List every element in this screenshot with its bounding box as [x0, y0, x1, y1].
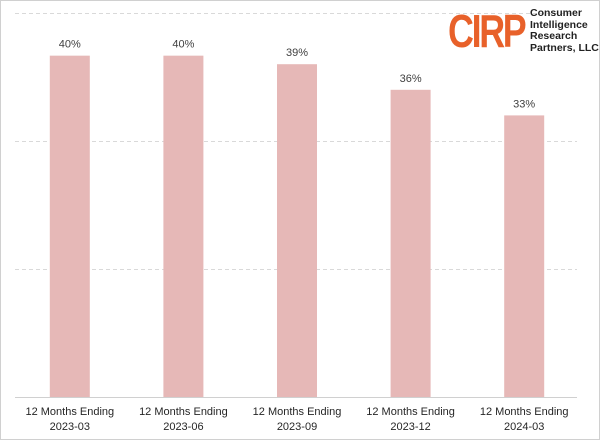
bar-4	[390, 89, 431, 398]
x-tick-label-4-line-2: 2023-12	[390, 421, 430, 433]
x-tick-label-5-line-2: 2024-03	[504, 421, 544, 433]
cirp-logo: CIRP Consumer Intelligence Research Part…	[448, 5, 599, 57]
logo-line-3: Research	[530, 30, 578, 42]
logo-text: Consumer Intelligence Research Partners,…	[530, 7, 599, 54]
bar-5	[504, 115, 545, 398]
bar-3	[277, 64, 317, 397]
x-tick-label-1-line-2: 2023-03	[50, 421, 90, 433]
x-tick-label-3-line-2: 2023-09	[277, 421, 317, 433]
x-tick-label-1-line-1: 12 Months Ending	[25, 406, 114, 418]
data-label-3: 39%	[286, 47, 308, 59]
bar-1	[49, 55, 90, 398]
x-tick-label-2-line-2: 2023-06	[163, 421, 203, 433]
x-tick-label-3-line-1: 12 Months Ending	[253, 406, 342, 418]
x-tick-label-4-line-1: 12 Months Ending	[366, 406, 455, 418]
logo-line-2: Intelligence	[530, 18, 588, 31]
data-label-2: 40%	[172, 39, 194, 51]
x-tick-label-5-line-1: 12 Months Ending	[480, 406, 569, 418]
data-label-5: 33%	[513, 98, 535, 110]
logo-mark: CIRP	[448, 5, 527, 57]
x-tick-label-2-line-1: 12 Months Ending	[139, 406, 228, 418]
data-label-4: 36%	[400, 73, 422, 85]
bar-2	[163, 55, 204, 398]
logo-line-4: Partners, LLC	[530, 41, 599, 54]
logo-line-1: Consumer	[530, 7, 582, 19]
data-label-1: 40%	[59, 39, 81, 51]
